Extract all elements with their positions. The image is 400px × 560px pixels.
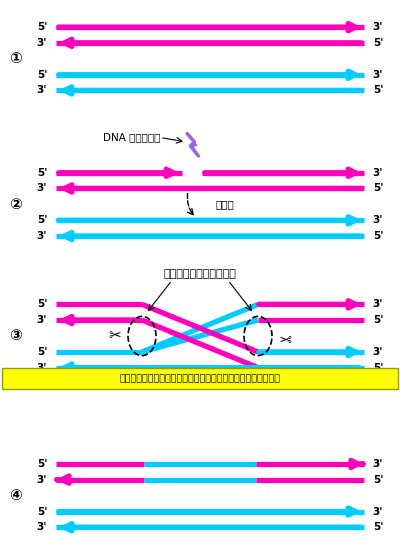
Text: 鎖侵入: 鎖侵入 (216, 199, 235, 209)
Text: 5': 5' (373, 86, 383, 95)
Text: 3': 3' (37, 475, 47, 484)
Polygon shape (186, 133, 198, 156)
Text: ホリデイジャンクション: ホリデイジャンクション (164, 269, 236, 278)
Text: ②: ② (10, 197, 22, 212)
Text: 3': 3' (373, 70, 383, 80)
Text: ③: ③ (10, 329, 22, 343)
Text: 5': 5' (373, 522, 383, 532)
Text: DNA の切断など: DNA の切断など (103, 133, 160, 142)
Text: 3': 3' (373, 300, 383, 309)
Text: 3': 3' (37, 231, 47, 241)
Text: ✂: ✂ (279, 329, 292, 343)
Text: 5': 5' (37, 459, 47, 469)
Text: ④: ④ (10, 488, 22, 503)
Text: 5': 5' (373, 315, 383, 325)
Text: 5': 5' (373, 38, 383, 48)
Text: 5': 5' (373, 184, 383, 193)
Text: 3': 3' (373, 22, 383, 32)
Text: 3': 3' (373, 459, 383, 469)
Text: 5': 5' (37, 168, 47, 178)
Text: 今回発見された「葉緑体型ホリデイジャンクション切断酵素」: 今回発見された「葉緑体型ホリデイジャンクション切断酵素」 (120, 374, 280, 384)
Text: 3': 3' (373, 507, 383, 516)
Text: 5': 5' (373, 475, 383, 484)
Text: 5': 5' (37, 216, 47, 225)
Text: 3': 3' (37, 86, 47, 95)
Text: 5': 5' (373, 363, 383, 372)
Text: 5': 5' (37, 70, 47, 80)
Text: 3': 3' (373, 216, 383, 225)
FancyBboxPatch shape (2, 368, 398, 390)
Text: 5': 5' (373, 231, 383, 241)
Text: 5': 5' (37, 347, 47, 357)
Text: 3': 3' (37, 38, 47, 48)
Text: 3': 3' (37, 522, 47, 532)
Text: 3': 3' (37, 184, 47, 193)
Text: 3': 3' (37, 315, 47, 325)
Text: 3': 3' (373, 168, 383, 178)
Text: 5': 5' (37, 300, 47, 309)
Text: 3': 3' (37, 363, 47, 372)
Text: 3': 3' (373, 347, 383, 357)
Text: 5': 5' (37, 22, 47, 32)
Text: 5': 5' (37, 507, 47, 516)
Text: ✂: ✂ (108, 329, 121, 343)
Text: ①: ① (10, 52, 22, 66)
